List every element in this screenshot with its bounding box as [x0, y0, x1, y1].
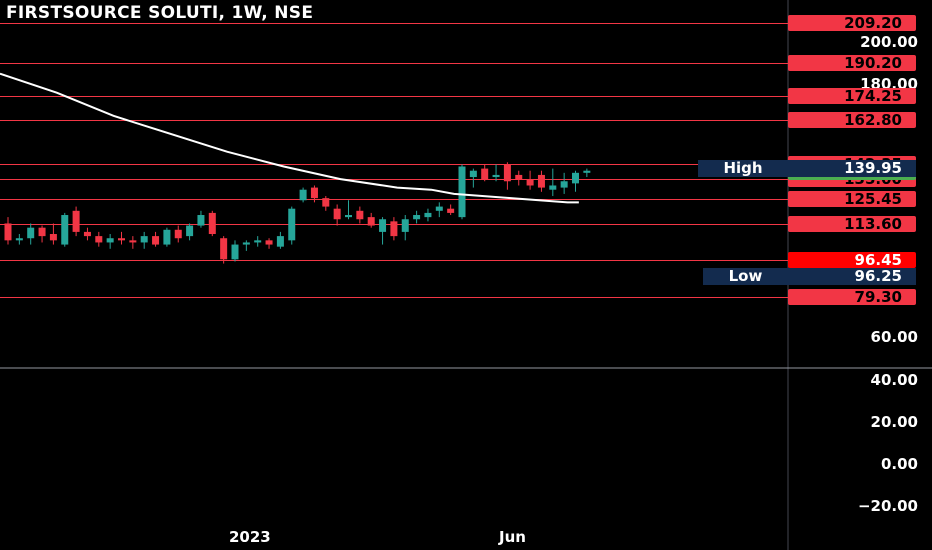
candle-body [95, 236, 103, 243]
candle-body [503, 164, 511, 182]
candle-body [61, 215, 69, 245]
candle-body [220, 238, 228, 260]
candle-body [106, 238, 114, 243]
candle-body [367, 217, 375, 226]
candle-body [401, 219, 409, 232]
trend-line [0, 72, 579, 204]
candle-body [560, 181, 568, 188]
candle-body [208, 212, 216, 235]
candle-body [537, 174, 545, 188]
level-price-tag-special: 96.45 [788, 252, 916, 269]
x-label-jun: Jun [499, 528, 526, 546]
y-tick-label: 200.00 [860, 33, 918, 51]
candle-body [515, 174, 523, 180]
candle-body [413, 215, 421, 220]
candle-body [231, 244, 239, 260]
candle-body [129, 240, 137, 243]
candle-body [435, 206, 443, 211]
candle-body [254, 240, 262, 243]
candle-body [140, 236, 148, 243]
candle-body [265, 240, 273, 245]
candle-body [174, 229, 182, 239]
candle-body [27, 227, 35, 239]
high-marker-label: High [698, 159, 788, 177]
high-marker-value: 139.95 [788, 159, 916, 177]
level-price-tag: 162.80 [788, 112, 916, 129]
candle-body [356, 210, 364, 220]
candle-body [583, 170, 591, 173]
level-price-tag: 190.20 [788, 54, 916, 71]
y-tick-label: 40.00 [870, 370, 918, 389]
candle-body [549, 185, 557, 190]
candle-body [310, 187, 318, 199]
candle-body [447, 208, 455, 213]
level-price-tag: 174.25 [788, 88, 916, 105]
candle-body [299, 189, 307, 201]
candle-body [492, 174, 500, 178]
y-tick-label: 0.00 [880, 455, 918, 473]
candle-body [526, 179, 534, 186]
level-price-tag: 209.20 [788, 14, 916, 31]
candle-body [197, 215, 205, 226]
candle-body [458, 166, 466, 218]
candle-body [424, 212, 432, 218]
x-label-2023: 2023 [229, 528, 271, 546]
candle-body [379, 219, 387, 232]
candle-body [72, 210, 80, 232]
low-marker-label: Low [703, 267, 788, 285]
candle-body [288, 208, 296, 241]
chart-title: FIRSTSOURCE SOLUTI, 1W, NSE [6, 3, 314, 23]
level-price-tag: 113.60 [788, 216, 916, 233]
candle-body [345, 215, 352, 218]
candle-body [333, 208, 341, 220]
candle-body [186, 225, 194, 237]
candle-body [163, 229, 171, 245]
level-price-tag: 125.45 [788, 191, 916, 208]
candle-body [15, 238, 23, 241]
candle-body [242, 242, 250, 245]
candle-body [118, 238, 125, 241]
candle-body [49, 234, 57, 241]
level-price-tag: 79.30 [788, 288, 916, 305]
candle-body [83, 231, 91, 237]
candle-body [572, 172, 579, 184]
candle-body [38, 227, 46, 237]
y-tick-label: 20.00 [870, 412, 918, 431]
candle-body [276, 236, 284, 247]
y-tick-label: 180.00 [860, 75, 918, 94]
candle-body [390, 221, 398, 237]
candle-body [322, 198, 330, 207]
y-tick-label: −20.00 [857, 497, 918, 516]
candle-body [469, 170, 477, 178]
y-tick-label: 60.00 [870, 328, 918, 347]
candle-body [152, 236, 160, 245]
candle-body [481, 168, 489, 180]
candle-body [4, 223, 12, 241]
low-marker-value: 96.25 [788, 267, 916, 285]
